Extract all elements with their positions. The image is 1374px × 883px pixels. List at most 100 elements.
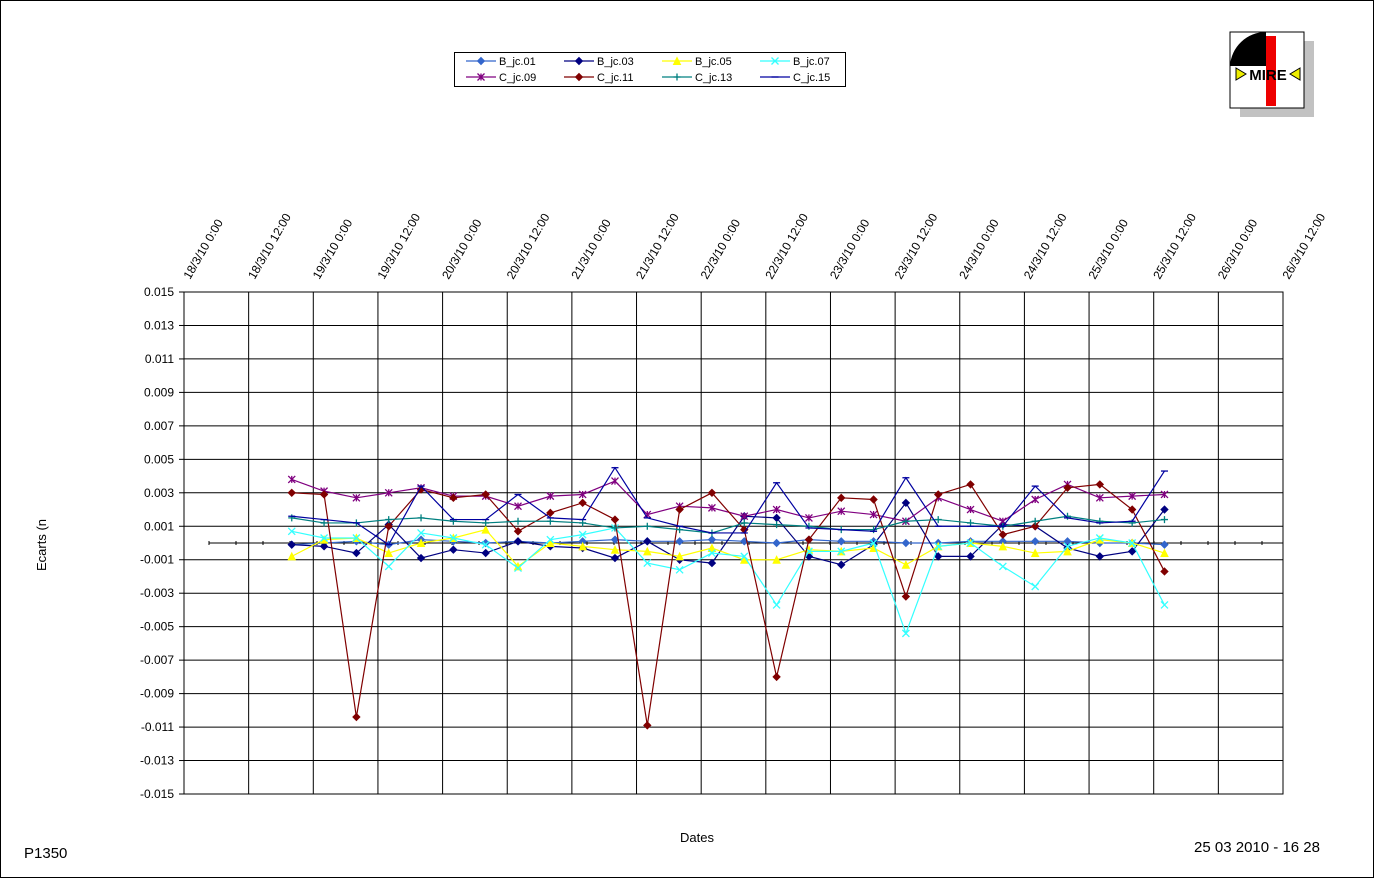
marker <box>287 551 297 561</box>
marker <box>449 534 458 542</box>
logo-arc <box>1230 31 1266 66</box>
marker-shape <box>966 552 975 561</box>
legend-label: B_jc.03 <box>597 56 634 68</box>
marker <box>352 534 361 542</box>
marker-shape <box>675 537 684 546</box>
marker-shape <box>514 564 522 573</box>
marker <box>869 510 878 519</box>
marker <box>1095 534 1104 542</box>
marker-shape <box>837 560 846 569</box>
marker-shape <box>578 530 587 539</box>
marker-shape <box>384 548 394 558</box>
marker-shape <box>675 505 684 514</box>
marker <box>546 492 555 501</box>
y-tick-label: -0.007 <box>140 653 174 667</box>
legend-box <box>454 52 846 87</box>
marker <box>998 562 1007 571</box>
marker <box>967 519 975 527</box>
marker-shape <box>998 562 1007 571</box>
marker-shape <box>1063 546 1072 556</box>
marker <box>772 600 781 609</box>
y-tick-label: 0.009 <box>144 385 174 399</box>
y-tick-label: -0.011 <box>141 720 174 734</box>
marker-shape <box>546 508 555 518</box>
marker-shape <box>707 543 717 553</box>
marker-shape <box>643 522 651 530</box>
marker-shape <box>771 57 779 65</box>
marker-shape <box>578 490 587 499</box>
marker-shape <box>870 526 878 534</box>
marker <box>546 538 555 547</box>
marker-shape <box>676 526 684 534</box>
marker-shape <box>901 538 911 548</box>
series-line <box>291 527 1166 636</box>
marker <box>610 545 620 554</box>
marker <box>1160 490 1169 499</box>
marker-shape <box>740 512 749 521</box>
marker <box>287 475 296 484</box>
marker <box>804 535 814 544</box>
marker <box>1031 517 1039 525</box>
marker-shape <box>352 712 361 722</box>
marker <box>319 542 329 551</box>
marker-shape <box>804 513 813 522</box>
marker-shape <box>837 507 846 516</box>
marker-shape <box>610 553 620 563</box>
legend-label: C_jc.13 <box>695 72 732 84</box>
marker <box>740 512 749 521</box>
marker-shape <box>352 493 361 502</box>
y-tick-label: 0.013 <box>144 318 174 332</box>
marker-shape <box>385 516 393 524</box>
marker-shape <box>287 551 297 561</box>
marker-shape <box>574 72 584 82</box>
marker <box>574 72 584 82</box>
marker-shape <box>482 519 490 527</box>
marker <box>1095 480 1105 489</box>
marker <box>676 526 684 534</box>
marker-shape <box>805 522 813 530</box>
marker <box>869 539 878 547</box>
marker-shape <box>1095 493 1104 502</box>
marker-shape <box>481 490 490 499</box>
marker <box>772 538 781 548</box>
marker-shape <box>643 537 652 546</box>
x-axis-label: Dates <box>680 830 714 845</box>
marker <box>804 513 813 522</box>
logo-bar <box>1266 36 1276 106</box>
marker <box>514 502 522 511</box>
marker <box>773 521 781 529</box>
marker <box>772 555 781 564</box>
marker-shape <box>675 551 684 561</box>
marker-shape <box>1127 547 1137 556</box>
marker <box>643 721 652 730</box>
marker <box>772 672 781 682</box>
marker-shape <box>642 546 652 556</box>
marker <box>611 524 619 532</box>
marker-shape <box>287 488 296 498</box>
marker <box>578 530 587 539</box>
legend-label: C_jc.15 <box>793 72 830 84</box>
marker-shape <box>287 540 296 549</box>
marker <box>837 507 846 516</box>
marker-shape <box>384 488 393 497</box>
marker <box>610 535 620 544</box>
marker <box>772 505 781 514</box>
marker <box>352 548 361 558</box>
footer-left: P1350 <box>24 845 67 862</box>
logo-arrow-right <box>1289 67 1301 81</box>
marker-shape <box>319 490 329 499</box>
marker-shape <box>934 542 943 551</box>
marker <box>675 565 684 574</box>
marker <box>934 516 942 524</box>
marker <box>1063 483 1072 492</box>
marker-shape <box>1063 483 1072 492</box>
marker <box>287 488 296 498</box>
marker-shape <box>513 537 523 546</box>
marker-shape <box>967 519 975 527</box>
marker <box>352 493 361 502</box>
marker-shape <box>1128 492 1137 501</box>
marker <box>287 540 296 549</box>
marker <box>707 549 716 557</box>
marker-shape <box>837 493 846 503</box>
marker <box>966 480 975 489</box>
